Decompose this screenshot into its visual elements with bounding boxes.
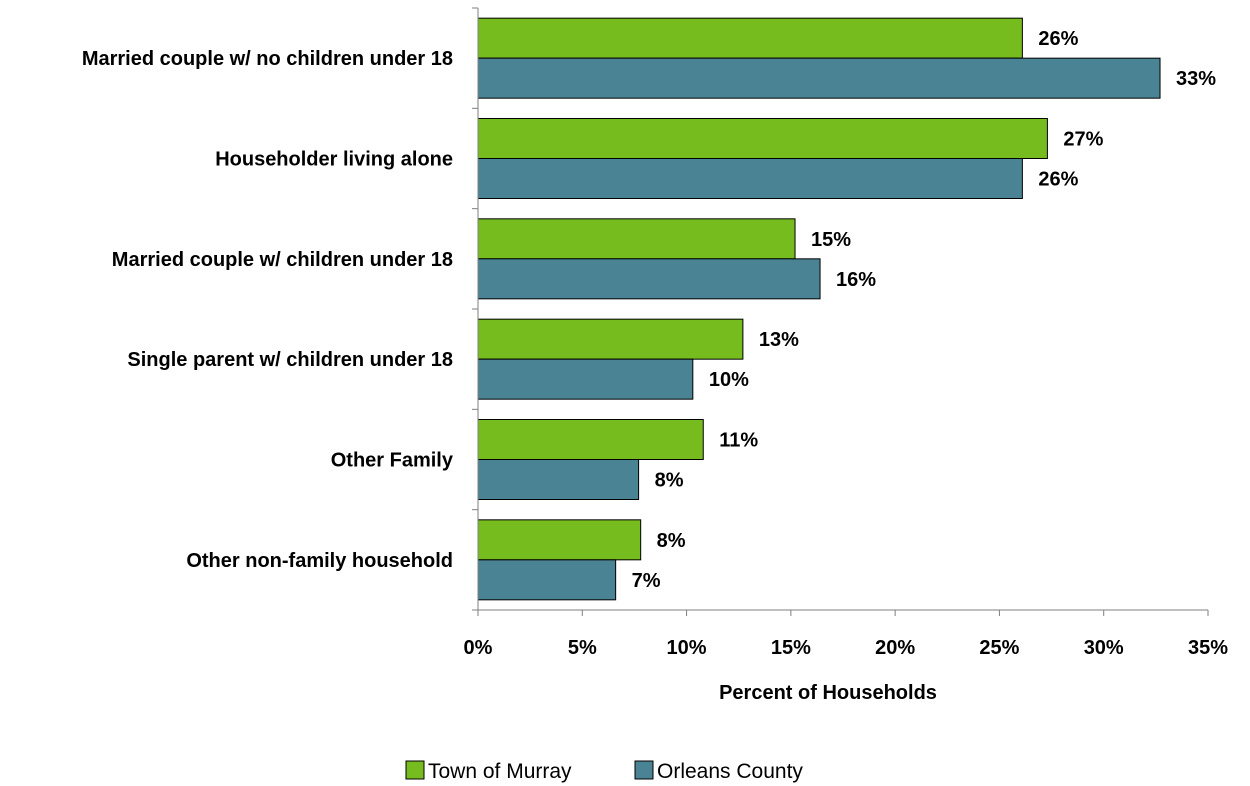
x-tick-label: 35% [1188, 637, 1228, 659]
x-tick-label: 25% [979, 637, 1019, 659]
data-labels-layer: 26% 33% 27% 26% 15% 16% 13% 10% 11% 8% 8% 7% [632, 28, 1217, 592]
category-label: Householder living alone [215, 149, 453, 171]
x-tick-label: 0% [464, 637, 493, 659]
bar-orleans-county [477, 559, 617, 601]
data-label: 15% [811, 229, 851, 251]
category-label: Other non-family household [186, 550, 453, 572]
bar-town-of-murray [477, 318, 744, 360]
data-label: 16% [836, 269, 876, 291]
data-label: 26% [1038, 169, 1078, 191]
data-label: 8% [655, 470, 684, 492]
data-label: 8% [657, 530, 686, 552]
category-label: Married couple w/ no children under 18 [82, 48, 453, 70]
legend-label: Town of Murray [428, 760, 572, 783]
axes-layer [472, 7, 1209, 616]
data-label: 10% [709, 369, 749, 391]
bars-layer [477, 17, 1161, 601]
bar-town-of-murray [477, 218, 796, 260]
legend-label: Orleans County [657, 760, 803, 783]
bar-orleans-county [477, 57, 1161, 99]
data-label: 13% [759, 329, 799, 351]
bar-town-of-murray [477, 17, 1023, 59]
data-label: 7% [632, 570, 661, 592]
data-label: 26% [1038, 28, 1078, 50]
data-label: 33% [1176, 68, 1216, 90]
bar-orleans-county [477, 459, 640, 500]
x-tick-labels-layer: 0% 5% 10% 15% 20% 25% 30% 35% [464, 637, 1229, 659]
x-tick-label: 15% [771, 637, 811, 659]
bar-orleans-county [477, 358, 694, 400]
bar-town-of-murray [477, 519, 642, 561]
data-label: 11% [719, 430, 758, 452]
category-label: Other Family [331, 450, 454, 472]
category-label: Single parent w/ children under 18 [127, 349, 453, 371]
legend-swatch [634, 760, 654, 780]
x-tick-label: 20% [875, 637, 915, 659]
x-tick-label: 5% [568, 637, 597, 659]
bar-orleans-county [477, 158, 1023, 199]
x-tick-label: 30% [1084, 637, 1124, 659]
legend-swatch [405, 760, 425, 780]
bar-orleans-county [477, 258, 821, 300]
category-label: Married couple w/ children under 18 [112, 249, 453, 271]
category-labels-layer: Married couple w/ no children under 18 Ho… [82, 48, 454, 572]
bar-town-of-murray [477, 419, 704, 460]
x-axis-title: Percent of Households [719, 682, 937, 704]
x-tick-label: 10% [667, 637, 707, 659]
data-label: 27% [1063, 129, 1103, 151]
bar-town-of-murray [477, 118, 1048, 159]
legend: Town of Murray Orleans County [405, 760, 803, 783]
